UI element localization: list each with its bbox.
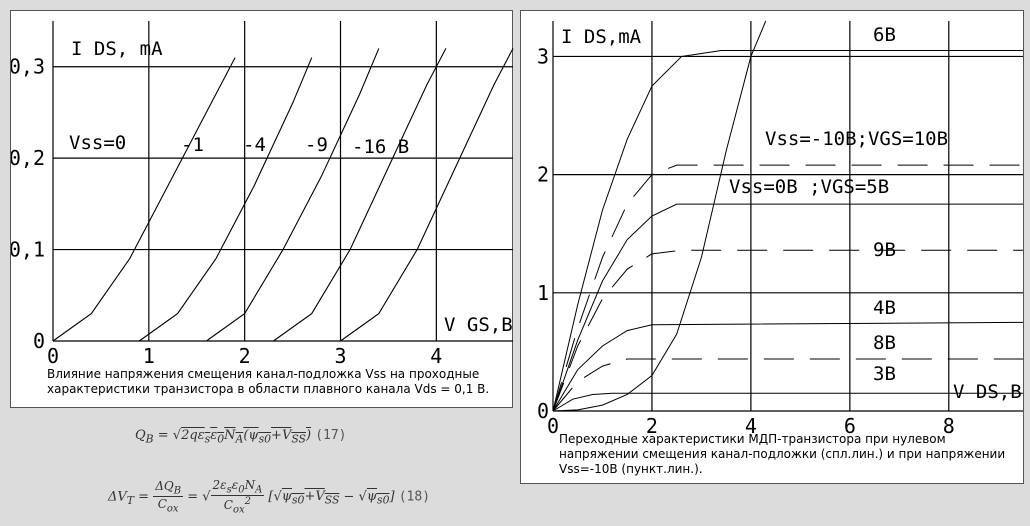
series-label-6b: 6B — [873, 24, 896, 46]
series-label-8b: 8B — [873, 332, 896, 354]
y-tick-label: 0,1 — [11, 238, 45, 262]
right-chart-caption: Переходные характеристики МДП-транзистор… — [559, 432, 1006, 476]
series-line-3 — [552, 392, 1023, 412]
series-line-0 — [52, 57, 236, 342]
x-tick-label: 4 — [430, 344, 442, 368]
series-line-3 — [273, 48, 447, 342]
series-label-vss0: Vss=0 — [69, 132, 126, 154]
y-tick-label: 0,2 — [11, 146, 45, 170]
x-tick-label: 1 — [143, 344, 155, 368]
formula-17-number: (17) — [315, 428, 347, 443]
y-tick-label: 0 — [33, 329, 45, 353]
series-label-m16: -16 B — [352, 136, 409, 158]
series-line-4 — [340, 48, 514, 342]
series-line-6 — [552, 358, 1023, 412]
series-line-2 — [206, 48, 380, 342]
series-label-vss-10: Vss=-10B;VGS=10B — [765, 128, 948, 150]
right-chart-panel: 0 2 4 6 8 0 1 2 3 I DS,mA V DS,B 6B Vss=-10B;VGS=10B… — [520, 10, 1024, 484]
series-line-0 — [552, 50, 1023, 412]
x-tick-label: 8 — [943, 414, 955, 438]
x-axis-label: V DS,B — [953, 381, 1022, 403]
formula-18: ΔVT = ΔQB Cox = √ 2εsε0NA Cox2 [√ψs0+VSS − … — [108, 478, 431, 516]
series-line-5 — [552, 249, 1023, 412]
series-line-7 — [552, 20, 767, 412]
x-tick-label: 0 — [47, 344, 59, 368]
x-tick-label: 2 — [239, 344, 251, 368]
y-tick-label: 3 — [537, 44, 549, 68]
y-axis-label: I DS,mA — [561, 26, 642, 48]
series-label-3b: 3B — [873, 363, 896, 385]
y-tick-label: 0,3 — [11, 55, 45, 79]
series-label-m4: -4 — [243, 134, 266, 156]
right-chart: 0 2 4 6 8 0 1 2 3 I DS,mA V DS,B 6B Vss=-10B;VGS=10B… — [537, 20, 1024, 438]
series-line-4 — [552, 164, 1023, 412]
series-label-m9: -9 — [305, 134, 328, 156]
series-line-2 — [552, 321, 1024, 412]
y-tick-label: 0 — [537, 399, 549, 423]
x-tick-label: 4 — [745, 414, 757, 438]
formula-18-number: (18) — [398, 489, 431, 505]
y-axis-label: I DS, mA — [71, 38, 163, 60]
series-label-9b: 9B — [873, 239, 896, 261]
formula-17: QB = √2qεsε0NA(ψs0+VSS) (17) — [135, 428, 347, 446]
x-tick-label: 0 — [547, 414, 559, 438]
series-label-m1: -1 — [181, 134, 204, 156]
series-label-vss0: Vss=0B ;VGS=5B — [729, 176, 889, 198]
series-line-1 — [138, 57, 313, 342]
series-label-4b: 4B — [873, 297, 896, 319]
y-tick-label: 1 — [537, 281, 549, 305]
series-line-1 — [552, 203, 1023, 412]
x-axis-label: V GS,B — [444, 314, 513, 336]
left-chart-caption: Влияние напряжения смещения канал-подлож… — [47, 367, 490, 396]
left-chart-panel: 0 1 2 3 4 0 0,1 0,2 0,3 I DS, mA V GS,B Vss=0 -1 -4 -9… — [10, 10, 514, 408]
x-tick-label: 3 — [334, 344, 346, 368]
x-tick-label: 2 — [646, 414, 658, 438]
x-tick-label: 6 — [844, 414, 856, 438]
left-chart: 0 1 2 3 4 0 0,1 0,2 0,3 I DS, mA V GS,B Vss=0 -1 -4 -9… — [11, 21, 514, 368]
y-tick-label: 2 — [537, 163, 549, 187]
